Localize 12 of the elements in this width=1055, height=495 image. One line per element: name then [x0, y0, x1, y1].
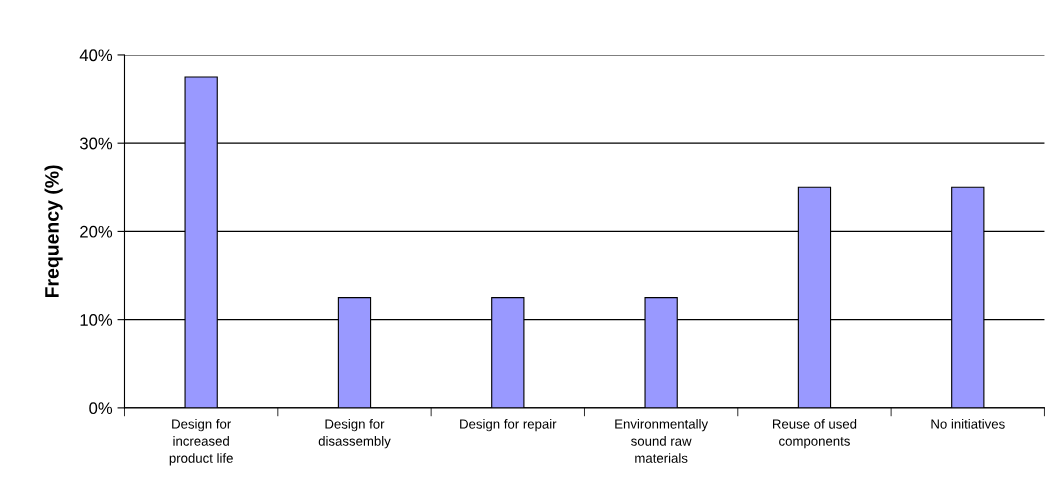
- y-tick-label: 20%: [80, 225, 113, 238]
- x-tick-label: No initiatives: [931, 418, 1005, 429]
- x-tick-label: Environmentally sound raw materials: [615, 418, 709, 463]
- y-tick-label: 0%: [89, 402, 113, 415]
- x-tick-label: Reuse of used components: [773, 418, 857, 449]
- y-tick-label: 40%: [79, 49, 113, 62]
- x-tick-label: Design for increased product life: [169, 418, 233, 466]
- y-axis-title: Frequency (%): [44, 165, 63, 298]
- y-tick-label: 10%: [80, 314, 113, 326]
- y-tick-label: 30%: [79, 137, 113, 150]
- x-tick-label: Design for repair: [460, 418, 557, 432]
- x-tick-label: Design for disassembly: [318, 418, 391, 449]
